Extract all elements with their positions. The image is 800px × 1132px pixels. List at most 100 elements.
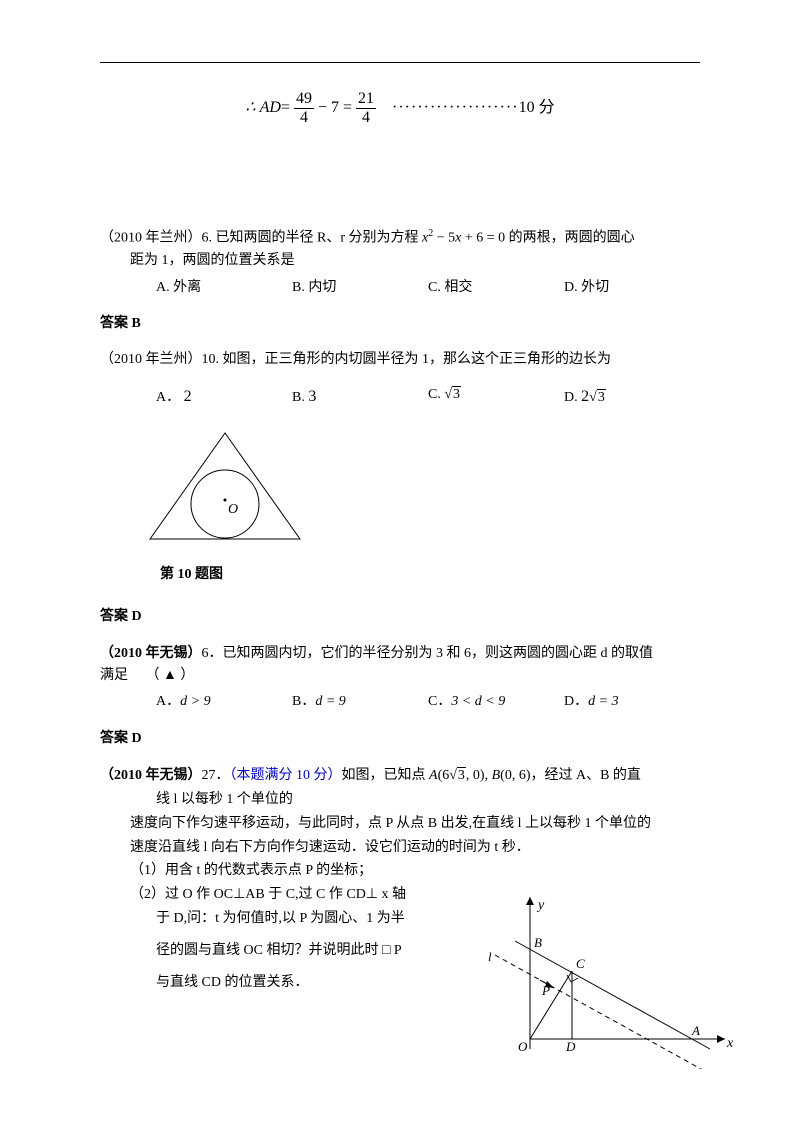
- q6b-opt-d: D．d = 3: [564, 691, 700, 713]
- q6a-stem-line1: （2010 年兰州）6. 已知两圆的半径 R、r 分别为方程 x2 − 5x +…: [100, 226, 700, 250]
- svg-text:O: O: [228, 502, 238, 517]
- q27-source: （2010 年无锡）: [100, 768, 202, 783]
- q27-score: （本题满分 10 分）: [230, 768, 342, 783]
- q6b-stem2: 满足: [100, 668, 128, 683]
- eq-score: 10 分: [519, 99, 555, 116]
- frac1-num: 49: [294, 90, 314, 108]
- q6a-poly-c: + 6 = 0: [461, 231, 505, 246]
- q6a-stem-pre: （2010 年兰州）6. 已知两圆的半径 R、r 分别为方程: [100, 231, 422, 246]
- q10-a-label: A．: [156, 390, 180, 405]
- q27-a-label: A: [429, 768, 438, 783]
- q27-part1: （1）用含 t 的代数式表示点 P 的坐标；: [100, 859, 700, 883]
- equation-line: ∴ AD= 49 4 − 7 = 21 4 ··················…: [100, 90, 700, 126]
- graph-label-b: B: [534, 935, 542, 950]
- q10-c-sqrt: √3: [444, 384, 461, 406]
- q10-stem: （2010 年兰州）10. 如图，正三角形的内切圆半径为 1，那么这个正三角形的…: [100, 349, 700, 371]
- q6b-stem-line2: 满足 （ ▲ ）: [100, 665, 700, 687]
- q27-stem-line4: 速度沿直线 l 向右下方向作匀速运动．设它们运动的时间为 t 秒．: [100, 836, 700, 860]
- triangle-svg: O: [140, 429, 310, 549]
- q10-d-sqrt: √3: [589, 387, 606, 409]
- q6b-blank: （ ▲ ）: [146, 668, 195, 683]
- q6b-choices: A．d > 9 B．d = 9 C．3 < d < 9 D．d = 3: [100, 691, 700, 713]
- fraction-2: 21 4: [356, 90, 376, 126]
- q6b-c-label: C．: [428, 694, 451, 709]
- q6a-opt-b: B. 内切: [292, 277, 428, 299]
- q10-choices: A． 2 B. 3 C. √3 D. 2√3: [100, 384, 700, 410]
- q10-d-label: D.: [564, 390, 578, 405]
- q27-stem-line1: （2010 年无锡）27．（本题满分 10 分）如图，已知点 A(6√3, 0)…: [100, 764, 700, 788]
- q6b-b-label: B．: [292, 694, 315, 709]
- problem-q6-lanzhou: （2010 年兰州）6. 已知两圆的半径 R、r 分别为方程 x2 − 5x +…: [100, 226, 700, 299]
- frac2-num: 21: [356, 90, 376, 108]
- graph-label-x: x: [726, 1036, 734, 1051]
- q6a-opt-a: A. 外离: [156, 277, 292, 299]
- page-top-rule: [100, 62, 700, 63]
- q27-stem-post2: ，经过 A、B 的直: [530, 768, 640, 783]
- frac1-den: 4: [294, 108, 314, 127]
- eq-var: AD: [260, 99, 281, 116]
- q6b-opt-c: C．3 < d < 9: [428, 691, 564, 713]
- frac2-den: 4: [356, 108, 376, 127]
- problem-q10: （2010 年兰州）10. 如图，正三角形的内切圆半径为 1，那么这个正三角形的…: [100, 349, 700, 409]
- q6b-stem1b: 6．已知两圆内切，它们的半径分别为 3 和 6，则这两圆的圆心距 d 的取值: [202, 646, 654, 661]
- q27-part2d: 与直线 CD 的位置关系．: [100, 971, 420, 995]
- q10-opt-c: C. √3: [428, 384, 564, 410]
- q10-opt-b: B. 3: [292, 384, 428, 410]
- q27-a-sqrt: √3: [449, 764, 466, 788]
- q10-b-label: B.: [292, 390, 305, 405]
- q27-stem-line3: 速度向下作匀速平移运动，与此同时，点 P 从点 B 出发,在直线 l 上以每秒 …: [100, 812, 700, 836]
- therefore-symbol: ∴: [245, 99, 255, 116]
- q27-b-coords: (0, 6): [500, 768, 530, 783]
- q6b-stem-line1: （2010 年无锡）6．已知两圆内切，它们的半径分别为 3 和 6，则这两圆的圆…: [100, 643, 700, 665]
- q10-answer: 答案 D: [100, 606, 700, 628]
- q27-graph-svg: y x O B A C D P l: [480, 889, 740, 1069]
- problem-q27: （2010 年无锡）27．（本题满分 10 分）如图，已知点 A(6√3, 0)…: [100, 764, 700, 994]
- q10-d-pre: 2: [581, 388, 589, 405]
- q27-part2b: 于 D,问：t 为何值时,以 P 为圆心、1 为半: [100, 907, 420, 931]
- q6b-a-val: d > 9: [180, 694, 210, 709]
- q6b-a-label: A．: [156, 694, 180, 709]
- graph-label-p: P: [541, 983, 550, 998]
- q10-figure-caption: 第 10 题图: [160, 564, 700, 586]
- eq-eq: =: [281, 99, 290, 116]
- eq-dots: ····················: [392, 99, 519, 116]
- q6b-opt-a: A．d > 9: [156, 691, 292, 713]
- q6a-answer: 答案 B: [100, 313, 700, 335]
- q27-stem-line2: 线 l 以每秒 1 个单位的: [100, 788, 700, 812]
- q6b-b-val: d = 9: [315, 694, 345, 709]
- q10-opt-d: D. 2√3: [564, 384, 700, 410]
- graph-label-a: A: [691, 1023, 700, 1038]
- q27-part2c: 径的圆与直线 OC 相切？并说明此时 □ P: [100, 939, 420, 963]
- q10-d-val: 3: [597, 389, 606, 405]
- q6a-opt-c: C. 相交: [428, 277, 564, 299]
- q10-a-val: 2: [184, 388, 192, 405]
- q27-part2a: （2）过 O 作 OC⊥AB 于 C,过 C 作 CD⊥ x 轴: [100, 883, 420, 907]
- q6a-stem-line2: 距为 1，两圆的位置关系是: [100, 250, 700, 272]
- q6b-opt-b: B．d = 9: [292, 691, 428, 713]
- q27-stem-post1: 如图，已知点: [342, 768, 430, 783]
- graph-label-d: D: [565, 1039, 576, 1054]
- q6a-choices: A. 外离 B. 内切 C. 相交 D. 外切: [100, 277, 700, 299]
- q10-b-val: 3: [308, 388, 316, 405]
- q27-b-label: B: [492, 768, 501, 783]
- eq-middle: − 7 =: [318, 99, 352, 116]
- q10-opt-a: A． 2: [156, 384, 292, 410]
- q6a-poly-b: − 5: [433, 231, 455, 246]
- q27-num: 27．: [202, 768, 230, 783]
- graph-label-l: l: [488, 949, 492, 964]
- q6b-answer: 答案 D: [100, 728, 700, 750]
- graph-label-y: y: [536, 898, 545, 913]
- q6a-stem-post: 的两根，两圆的圆心: [505, 231, 635, 246]
- problem-q6-wuxi: （2010 年无锡）6．已知两圆内切，它们的半径分别为 3 和 6，则这两圆的圆…: [100, 643, 700, 714]
- q6b-d-label: D．: [564, 694, 588, 709]
- q27-a-rad: 3: [457, 767, 466, 783]
- q6a-opt-d: D. 外切: [564, 277, 700, 299]
- q27-a-x: 6: [442, 768, 449, 783]
- q27-part2-text: （2）过 O 作 OC⊥AB 于 C,过 C 作 CD⊥ x 轴 于 D,问：t…: [100, 883, 420, 994]
- q10-c-val: 3: [452, 386, 461, 402]
- fraction-1: 49 4: [294, 90, 314, 126]
- q6b-source: （2010 年无锡）: [100, 646, 202, 661]
- q6b-c-val: 3 < d < 9: [451, 694, 505, 709]
- triangle-figure: O: [140, 429, 700, 557]
- q10-c-label: C.: [428, 387, 441, 402]
